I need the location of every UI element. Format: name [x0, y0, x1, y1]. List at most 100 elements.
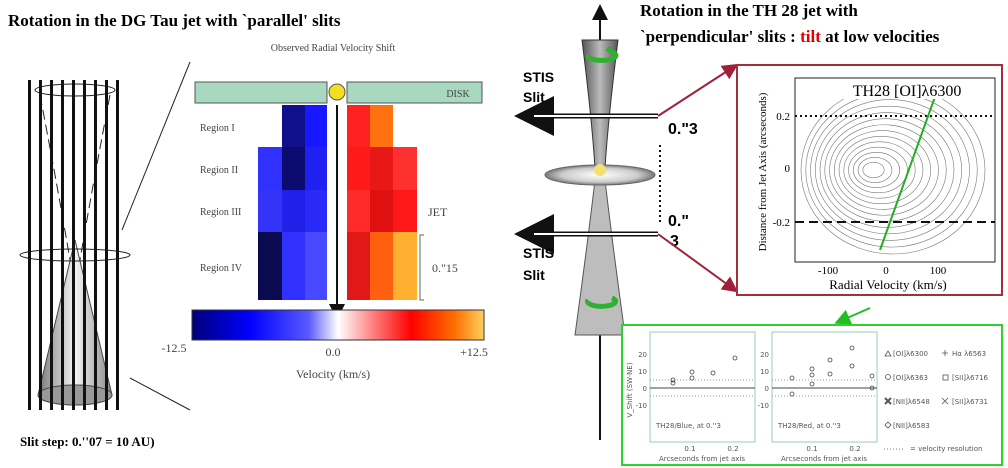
slit-label: STIS [523, 69, 554, 85]
y-label: Distance from Jet Axis (arcseconds) [757, 92, 769, 251]
zoom-arrow [658, 66, 735, 116]
star [594, 164, 606, 176]
left-title: Rotation in the DG Tau jet with `paralle… [8, 11, 341, 30]
y-tick: 10 [638, 368, 647, 376]
panel-label: TH28/Blue, at 0.''3 [655, 422, 721, 430]
disk-box [195, 82, 327, 103]
y-tick: -10 [758, 402, 769, 410]
legend-entry: = velocity resolution [910, 445, 982, 453]
slit [61, 80, 64, 410]
right-title: `perpendicular' slits : tilt at low velo… [640, 27, 940, 46]
map-cell [282, 147, 305, 190]
slit-label: STIS [523, 245, 554, 261]
title-part: at low velocities [821, 27, 940, 46]
map-cell [393, 232, 417, 300]
region-label: Region IV [200, 263, 243, 274]
title-highlight: tilt [800, 27, 821, 46]
colorbar-label: Velocity (km/s) [296, 367, 370, 381]
y-tick: 20 [760, 351, 769, 359]
map-cell [258, 232, 282, 300]
map-cell [347, 147, 370, 190]
y-tick: 0 [785, 163, 791, 175]
disk-label: DISK [446, 89, 470, 100]
pointer-arrow [838, 308, 870, 322]
scale-bracket [420, 235, 424, 300]
slit-label: Slit [523, 89, 545, 105]
map-cell [282, 190, 305, 232]
map-cell [370, 147, 393, 190]
y-label: V_Shift (SW-NE) [626, 362, 634, 417]
slit [116, 80, 119, 410]
map-cell [370, 232, 393, 300]
slit [105, 80, 108, 410]
map-cell [305, 190, 327, 232]
slit [94, 80, 97, 410]
y-tick: -0.2 [773, 217, 790, 229]
colorbar-tick: 0.0 [326, 345, 341, 359]
scale-label: 0."15 [432, 261, 458, 275]
jet-cone [575, 180, 625, 335]
y-tick: -10 [636, 402, 647, 410]
legend-entry: [SII]λ6716 [952, 374, 989, 382]
y-tick: 0 [765, 385, 769, 393]
slit [72, 80, 75, 410]
slit [83, 80, 86, 410]
zoom-line [122, 62, 190, 230]
legend-entry: [NII]λ6583 [893, 422, 930, 430]
map-cell [282, 105, 305, 147]
slit [28, 80, 31, 410]
legend-entry: [OI]λ6300 [893, 350, 928, 358]
map-cell [347, 232, 370, 300]
x-tick: 0 [883, 265, 889, 277]
right-title: Rotation in the TH 28 jet with [640, 1, 858, 20]
slit [50, 80, 53, 410]
slide: Rotation in the DG Tau jet with `paralle… [0, 0, 1008, 468]
legend-entry: Hα λ6563 [952, 350, 986, 358]
colorbar [192, 310, 484, 340]
legend-entry: [NII]λ6548 [893, 398, 930, 406]
map-cell [258, 147, 282, 190]
slit-step: Slit step: 0.''07 = 10 AU) [20, 434, 155, 449]
y-tick: 10 [760, 368, 769, 376]
region-label: Region III [200, 207, 241, 218]
jet-slit-drawing [20, 80, 130, 410]
map-cell [347, 190, 370, 232]
page: Rotation in the DG Tau jet with `paralle… [0, 0, 1008, 468]
region-label: Region I [200, 123, 235, 134]
x-tick: 0.2 [849, 445, 860, 453]
x-tick: 0.1 [806, 445, 817, 453]
zoom-arrow [658, 234, 735, 290]
map-cell [305, 105, 327, 147]
x-label: Arcseconds from jet axis [781, 455, 867, 463]
map-cell [393, 147, 417, 190]
map-cell [305, 147, 327, 190]
x-tick: -100 [818, 265, 839, 277]
slit [39, 80, 42, 410]
offset-label: 0." [668, 213, 689, 230]
panel-label: TH28/Red, at 0.''3 [777, 422, 841, 430]
contour-title: TH28 [OI]λ6300 [853, 83, 962, 100]
zoom-line [130, 378, 190, 410]
legend-entry: [SII]λ6731 [952, 398, 988, 406]
map-cell [258, 190, 282, 232]
map-cell [370, 190, 393, 232]
map-cell [347, 105, 370, 147]
star [329, 84, 345, 100]
x-tick: 0.1 [684, 445, 695, 453]
slit-label: Slit [523, 267, 545, 283]
jet-label: JET [428, 205, 448, 219]
y-tick: 0.2 [776, 111, 790, 123]
y-tick: 0 [643, 385, 647, 393]
map-cell [393, 190, 417, 232]
colorbar-tick: +12.5 [460, 345, 488, 359]
y-tick: 20 [638, 351, 647, 359]
offset-label: 0."3 [668, 121, 698, 138]
map-cell [282, 232, 305, 300]
shift-frame [622, 325, 1002, 465]
colorbar-tick: -12.5 [162, 341, 187, 355]
x-tick: 0.2 [727, 445, 738, 453]
x-label: Radial Velocity (km/s) [829, 277, 946, 292]
x-tick: 100 [930, 265, 947, 277]
map-cell [305, 232, 327, 300]
figure-title: Observed Radial Velocity Shift [271, 43, 396, 54]
